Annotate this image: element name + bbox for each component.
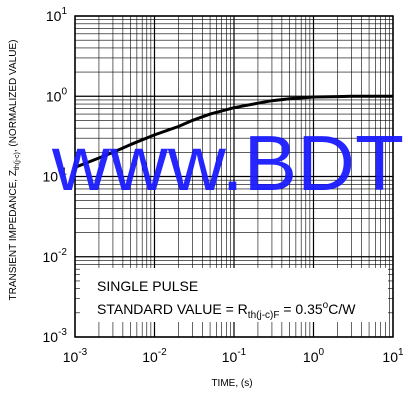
annotation-background (80, 268, 388, 322)
watermark: www.BDT (51, 119, 404, 207)
annotation-line-2-value: = 0.35 (279, 301, 322, 317)
x-tick-label-base: 10 (303, 349, 319, 365)
x-tick-label-exponent: -1 (237, 347, 246, 358)
series-curve (74, 94, 393, 169)
annotation-line-2: STANDARD VALUE = Rth(j-c)F = 0.35oC/W (97, 300, 356, 321)
x-tick-label-base: 10 (142, 349, 158, 365)
x-tick-label: 100 (303, 347, 325, 365)
x-tick-label-exponent: -3 (78, 347, 87, 358)
x-tick-label-base: 10 (382, 349, 398, 365)
x-tick-label-exponent: 1 (398, 347, 404, 358)
x-tick-label: 10-3 (63, 347, 88, 365)
x-axis-label: TIME, (s) (211, 378, 252, 389)
y-tick-label-exponent: 0 (61, 86, 67, 97)
x-tick-label: 10-1 (222, 347, 247, 365)
x-tick-label-exponent: -2 (158, 347, 167, 358)
y-tick-label-exponent: -2 (58, 247, 67, 258)
y-tick-label-base: 10 (46, 8, 62, 24)
y-tick-label: 10-2 (43, 247, 68, 265)
x-tick-label: 10-2 (142, 347, 167, 365)
y-axis-label: TRANSIENT IMPEDANCE, Zth(j-c), (NORMALIZ… (8, 40, 21, 301)
annotation-line-1: SINGLE PULSE (97, 278, 198, 294)
annotation-line-2-unit: C/W (328, 301, 356, 317)
annotation-line-2-prefix: STANDARD VALUE = R (97, 301, 248, 317)
x-tick-label: 101 (382, 347, 404, 365)
x-tick-labels: 10-3 10-2 10-1 100 101 (63, 347, 404, 365)
y-tick-label-base: 10 (43, 169, 59, 185)
x-tick-label-exponent: 0 (319, 347, 325, 358)
y-tick-label-exponent: -3 (58, 327, 67, 338)
annotation-box: SINGLE PULSE STANDARD VALUE = Rth(j-c)F … (80, 268, 388, 322)
y-axis-label-prefix: TRANSIENT IMPEDANCE, Z (8, 170, 19, 300)
y-tick-label-exponent: 1 (61, 6, 67, 17)
x-tick-label-base: 10 (63, 349, 79, 365)
y-tick-label: 101 (46, 6, 68, 24)
y-axis-label-suffix: , (NORMALIZED VALUE) (8, 40, 19, 153)
y-tick-label-exponent: -1 (58, 167, 67, 178)
annotation-line-2-superscript: o (323, 300, 329, 311)
y-tick-label: 100 (46, 86, 68, 104)
y-axis-label-subscript: th(j-c) (14, 152, 21, 170)
y-tick-label-base: 10 (43, 249, 59, 265)
y-tick-label-base: 10 (43, 329, 59, 345)
y-tick-label: 10-3 (43, 327, 68, 345)
y-tick-label-base: 10 (46, 88, 62, 104)
plot-frame (74, 15, 394, 338)
x-tick-label-base: 10 (222, 349, 238, 365)
y-tick-label: 10-1 (43, 167, 68, 185)
annotation-line-2-subscript: th(j-c)F (248, 310, 280, 321)
